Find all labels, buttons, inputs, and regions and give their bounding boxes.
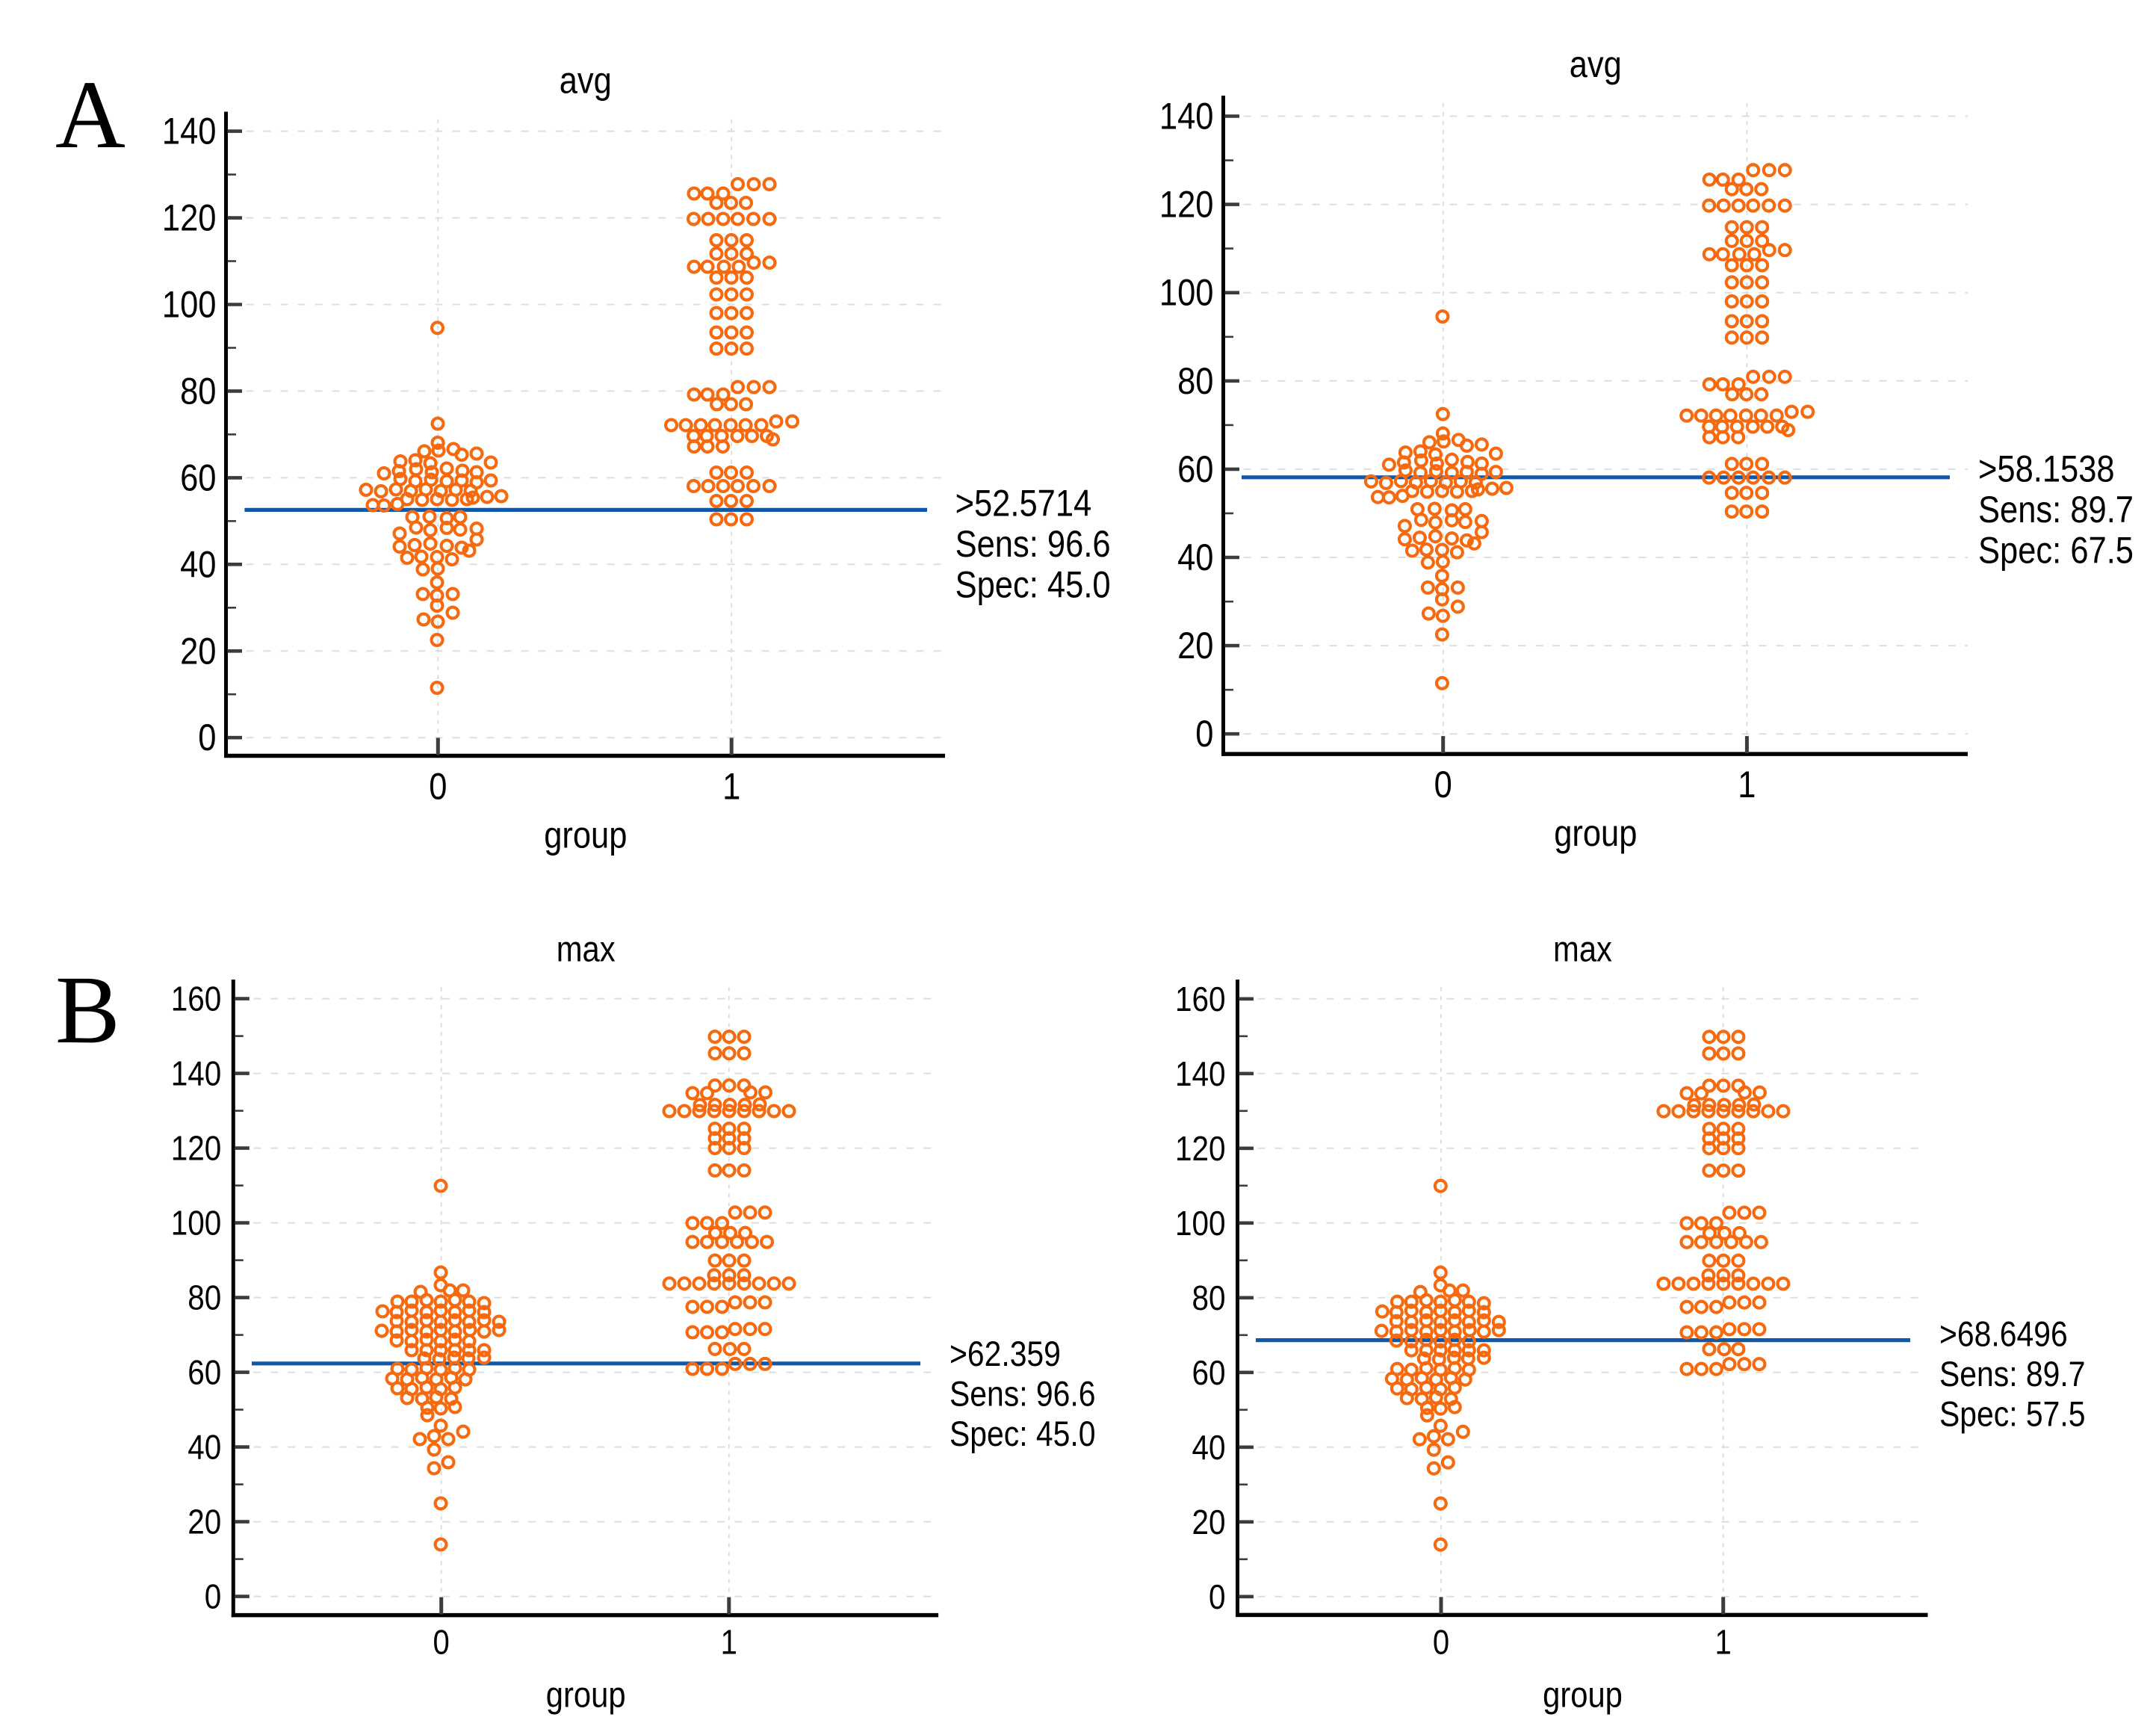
svg-text:group: group	[544, 814, 627, 856]
svg-text:>52.5714: >52.5714	[955, 482, 1092, 524]
svg-text:160: 160	[171, 980, 222, 1018]
svg-text:avg: avg	[560, 60, 612, 102]
svg-text:80: 80	[1192, 1278, 1226, 1317]
svg-text:group: group	[546, 1676, 626, 1716]
svg-text:120: 120	[171, 1129, 222, 1168]
svg-text:100: 100	[162, 284, 217, 326]
svg-text:avg: avg	[1570, 43, 1622, 85]
svg-text:100: 100	[171, 1204, 222, 1243]
svg-text:0: 0	[1209, 1577, 1226, 1616]
svg-text:120: 120	[1159, 184, 1214, 226]
svg-text:group: group	[1543, 1675, 1623, 1715]
svg-text:Sens: 89.7: Sens: 89.7	[1978, 489, 2134, 531]
svg-text:140: 140	[1159, 96, 1214, 137]
svg-text:20: 20	[180, 630, 216, 672]
svg-text:40: 40	[1177, 536, 1213, 578]
svg-text:0: 0	[1433, 1622, 1449, 1661]
svg-text:60: 60	[180, 457, 216, 498]
svg-text:>68.6496: >68.6496	[1939, 1314, 2068, 1354]
svg-text:120: 120	[162, 197, 217, 239]
svg-text:1: 1	[722, 766, 740, 808]
svg-text:0: 0	[205, 1577, 222, 1616]
svg-text:20: 20	[1192, 1503, 1226, 1541]
svg-text:max: max	[557, 930, 616, 969]
svg-text:0: 0	[198, 717, 216, 758]
svg-text:80: 80	[180, 370, 216, 412]
svg-text:max: max	[1553, 930, 1612, 969]
svg-text:100: 100	[1159, 272, 1214, 314]
svg-text:Sens: 96.6: Sens: 96.6	[955, 523, 1111, 565]
svg-text:140: 140	[171, 1054, 222, 1093]
svg-text:Spec: 67.5: Spec: 67.5	[1978, 530, 2134, 572]
svg-text:80: 80	[1177, 360, 1213, 402]
svg-text:group: group	[1554, 812, 1637, 854]
svg-text:0: 0	[433, 1623, 450, 1662]
svg-text:140: 140	[1175, 1054, 1226, 1093]
svg-text:140: 140	[162, 111, 217, 152]
svg-text:20: 20	[188, 1503, 221, 1541]
svg-text:Sens: 89.7: Sens: 89.7	[1939, 1354, 2086, 1394]
svg-text:20: 20	[1177, 625, 1213, 666]
svg-text:40: 40	[180, 543, 216, 585]
svg-text:60: 60	[188, 1353, 221, 1392]
svg-text:Spec: 45.0: Spec: 45.0	[955, 564, 1111, 606]
svg-text:160: 160	[1175, 980, 1226, 1018]
svg-text:1: 1	[721, 1623, 737, 1662]
svg-text:0: 0	[429, 766, 447, 808]
svg-text:1: 1	[1738, 764, 1756, 805]
svg-text:100: 100	[1175, 1204, 1226, 1243]
svg-text:>62.359: >62.359	[950, 1334, 1061, 1373]
svg-text:0: 0	[1434, 764, 1452, 805]
svg-text:>58.1538: >58.1538	[1978, 448, 2115, 489]
svg-text:60: 60	[1192, 1353, 1226, 1392]
svg-text:0: 0	[1195, 713, 1213, 755]
svg-text:120: 120	[1175, 1129, 1226, 1168]
svg-text:60: 60	[1177, 448, 1213, 490]
svg-text:Spec: 57.5: Spec: 57.5	[1939, 1394, 2086, 1434]
svg-text:Sens: 96.6: Sens: 96.6	[950, 1373, 1096, 1413]
svg-text:40: 40	[188, 1428, 221, 1467]
svg-text:Spec: 45.0: Spec: 45.0	[950, 1414, 1096, 1453]
svg-text:80: 80	[188, 1278, 221, 1317]
svg-text:40: 40	[1192, 1428, 1226, 1467]
svg-text:1: 1	[1715, 1622, 1732, 1661]
